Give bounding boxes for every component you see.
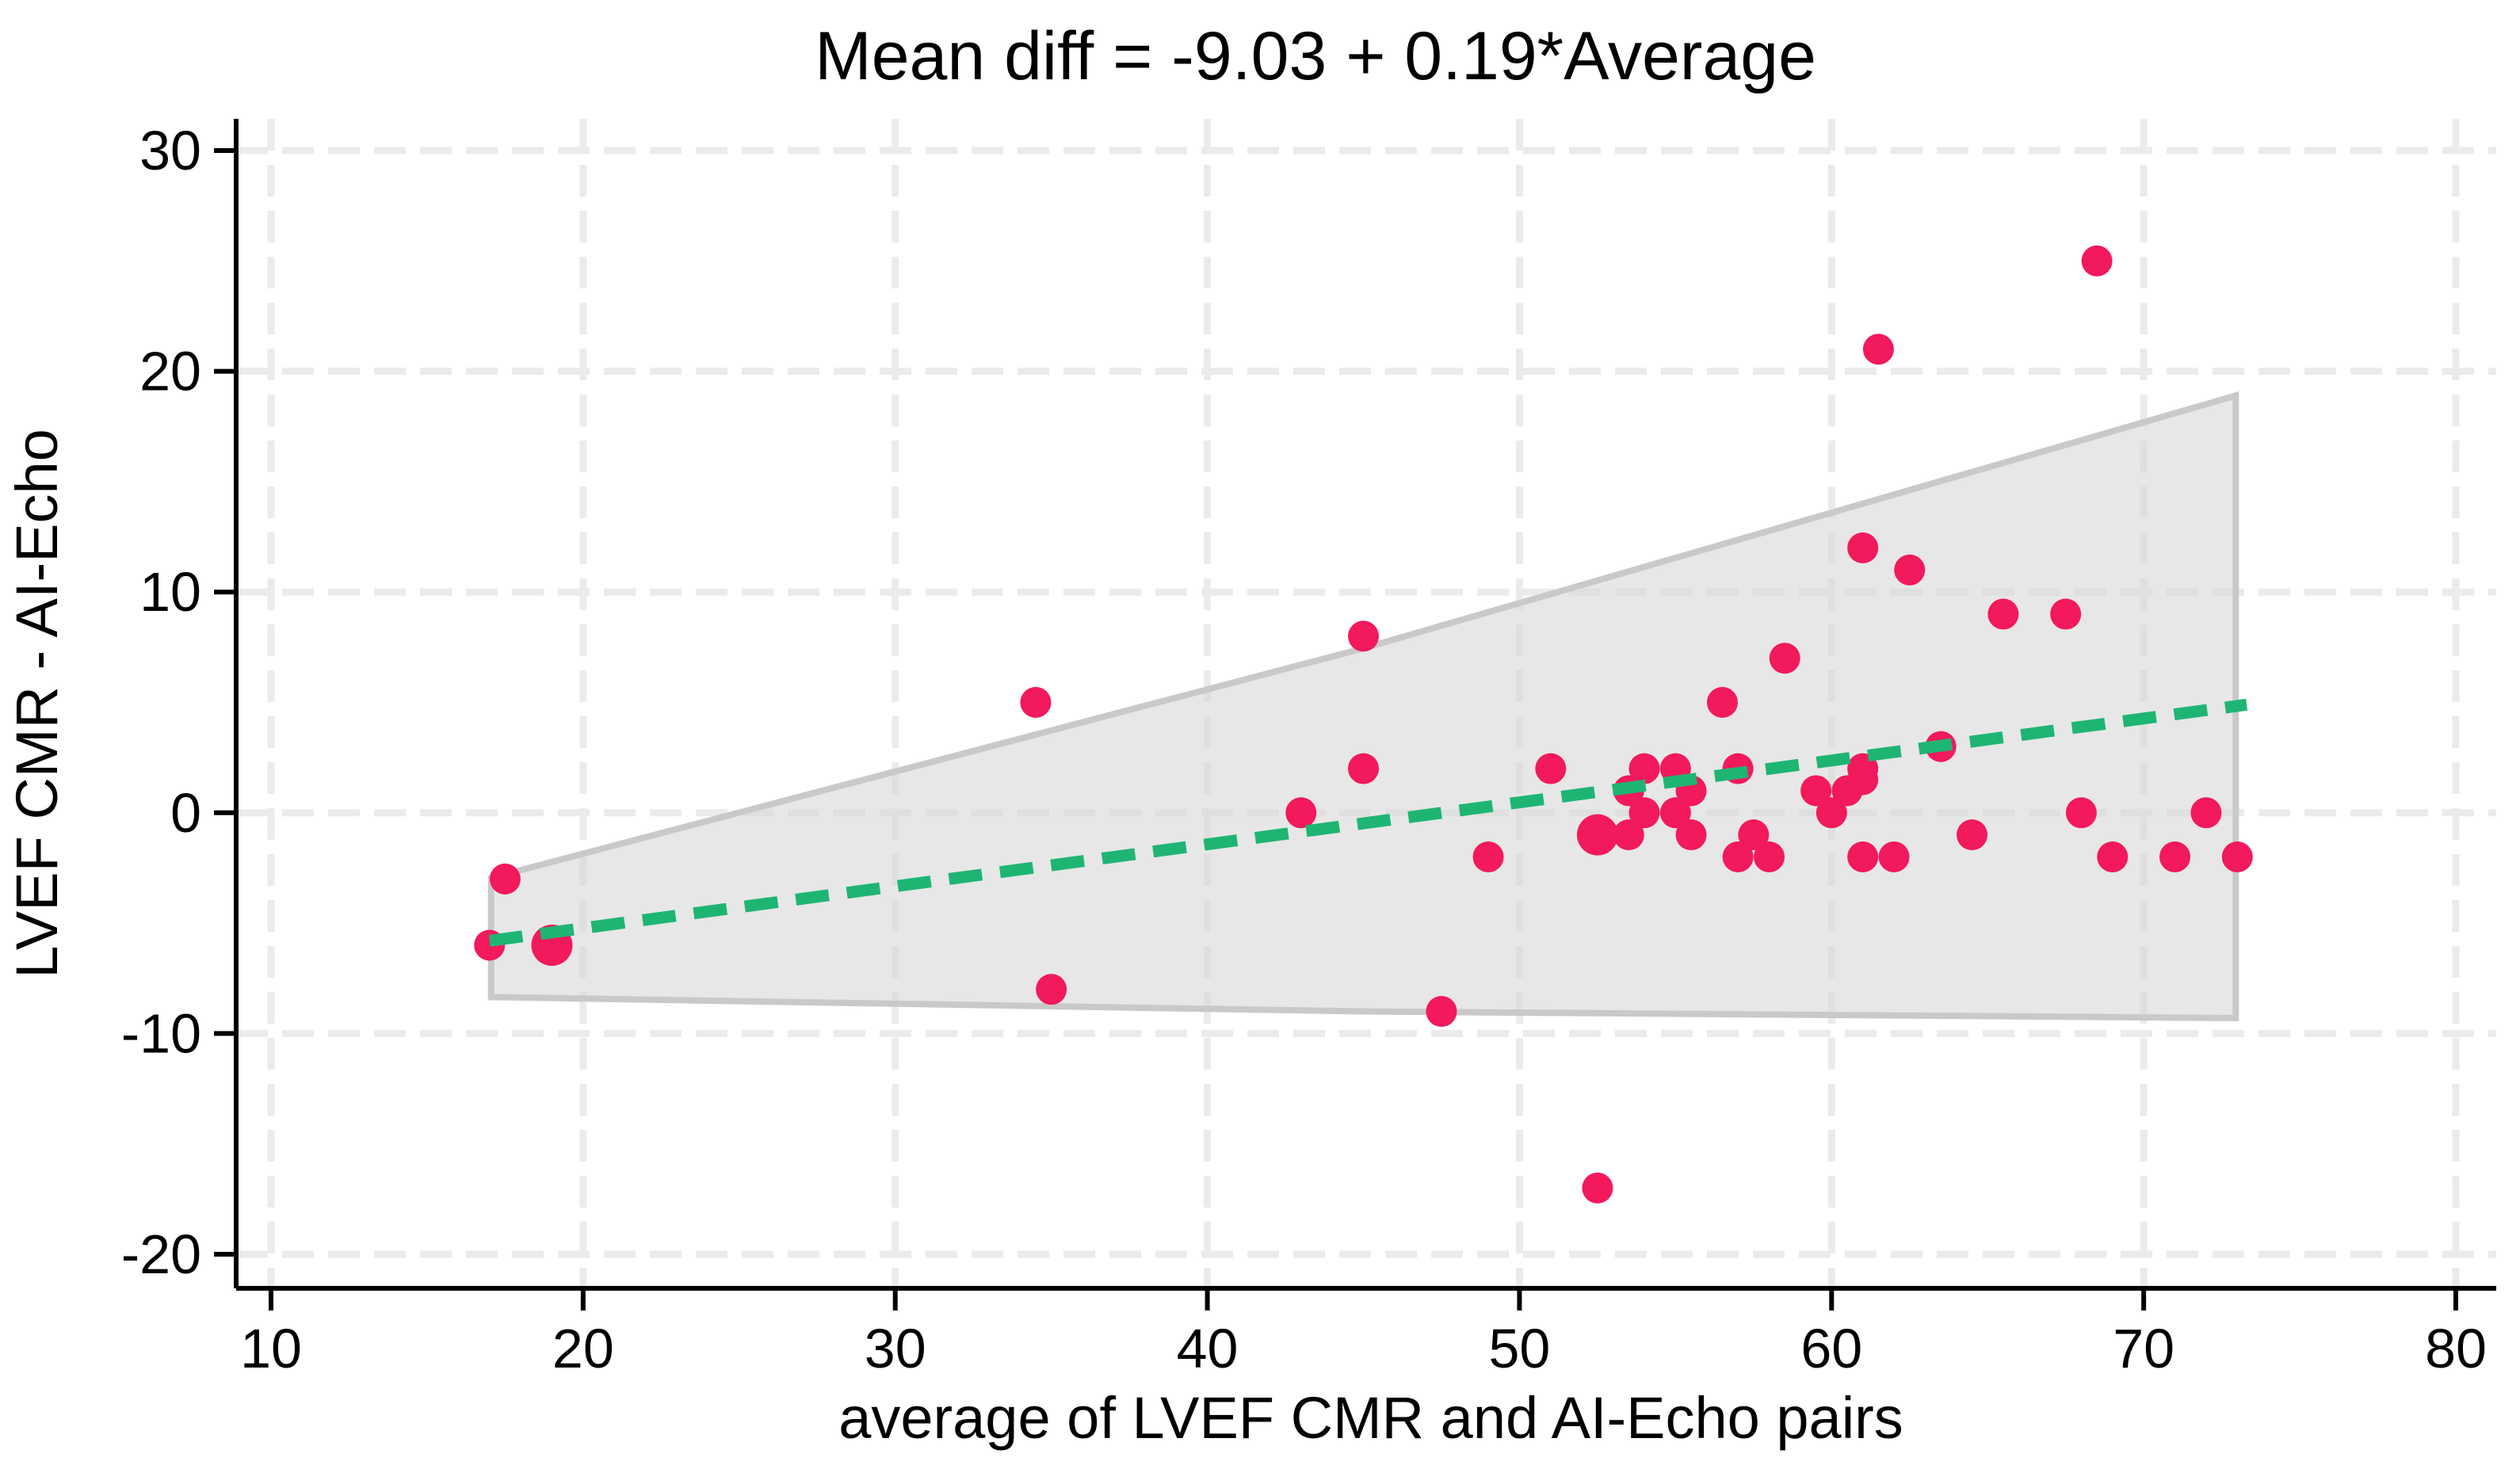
data-point xyxy=(2050,598,2082,630)
data-point xyxy=(1987,598,2019,630)
confidence-band xyxy=(487,391,2239,1021)
x-tick-label: 20 xyxy=(552,1318,614,1379)
data-point xyxy=(2097,841,2129,873)
data-point xyxy=(1472,841,1504,873)
x-tick-label: 60 xyxy=(1800,1318,1862,1379)
data-point xyxy=(1738,819,1770,851)
x-tick-label: 70 xyxy=(2113,1318,2174,1379)
axes: 10 20 30 40 50 60 70 80 -20 -10 0 10 20 30 xyxy=(121,119,2496,1379)
data-point xyxy=(1348,620,1379,652)
data-point xyxy=(1894,554,1926,586)
data-point xyxy=(2081,245,2113,277)
data-point xyxy=(1582,1172,1613,1204)
data-point xyxy=(1878,841,1910,873)
y-tick-label: 0 xyxy=(170,782,201,844)
x-tick-label: 40 xyxy=(1177,1318,1239,1379)
data-point xyxy=(2221,841,2253,873)
data-point xyxy=(1285,797,1317,829)
data-point xyxy=(1754,841,1785,873)
regression-line xyxy=(488,698,2248,947)
data-point xyxy=(1769,643,1800,674)
data-point xyxy=(1628,753,1660,784)
x-axis-label: average of LVEF CMR and AI-Echo pairs xyxy=(838,1385,1903,1451)
data-point xyxy=(2065,797,2097,829)
confidence-band-polygon xyxy=(487,391,2239,1021)
y-tick-label: -20 xyxy=(121,1223,201,1285)
data-point xyxy=(1613,819,1644,851)
data-point xyxy=(1816,797,1847,829)
data-point xyxy=(1847,841,1879,873)
data-point xyxy=(1020,687,1052,718)
data-point xyxy=(1957,819,1988,851)
data-point xyxy=(1722,841,1754,873)
x-tick-label: 30 xyxy=(865,1318,926,1379)
data-point xyxy=(1800,775,1832,807)
data-point xyxy=(1426,996,1457,1028)
data-point xyxy=(1659,797,1691,829)
x-tick-label: 80 xyxy=(2425,1318,2487,1379)
grid-layer xyxy=(236,119,2496,1288)
chart-title: Mean diff = -9.03 + 0.19*Average xyxy=(815,18,1816,94)
data-point xyxy=(489,863,521,895)
data-point xyxy=(1675,819,1707,851)
data-point-large xyxy=(1576,814,1618,856)
y-axis-label: LVEF CMR - AI-Echo xyxy=(4,429,70,979)
data-point xyxy=(2159,841,2191,873)
y-tick-label: 20 xyxy=(139,341,201,402)
y-tick-label: -10 xyxy=(121,1002,201,1064)
data-point xyxy=(1862,334,1894,365)
regression-dashed-line xyxy=(488,698,2248,947)
data-point xyxy=(2190,797,2222,829)
data-point xyxy=(1348,753,1379,784)
data-point xyxy=(1535,753,1567,784)
x-tick-label: 50 xyxy=(1488,1318,1550,1379)
x-tick-label: 10 xyxy=(240,1318,302,1379)
data-point xyxy=(1847,764,1879,795)
scatter-points xyxy=(474,245,2253,1204)
data-point xyxy=(1706,687,1738,718)
y-tick-label: 10 xyxy=(139,561,201,623)
y-tick-label: 30 xyxy=(139,120,201,181)
data-point xyxy=(1847,532,1879,563)
data-point xyxy=(1036,974,1067,1005)
data-point xyxy=(1628,797,1660,829)
